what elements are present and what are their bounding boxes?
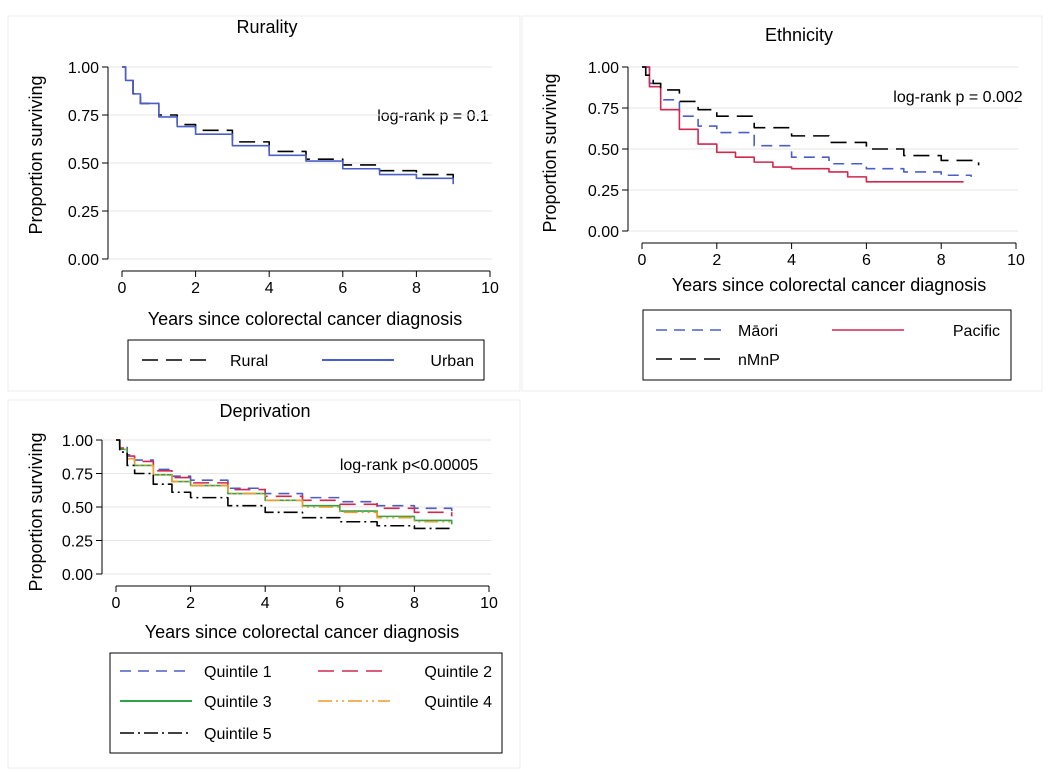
ethnicity-title: Ethnicity xyxy=(765,25,833,45)
deprivation-y-ticks: 0.00 0.25 0.50 0.75 1.00 xyxy=(62,433,103,584)
rurality-x-tick-label: 2 xyxy=(191,280,200,297)
deprivation-x-ticks: 0 2 4 6 8 10 xyxy=(112,585,498,612)
rurality-logrank-annotation: log-rank p = 0.1 xyxy=(377,108,489,125)
rurality-series-rural xyxy=(122,66,454,179)
deprivation-legend-label-quintile-3: Quintile 3 xyxy=(204,694,272,711)
ethnicity-y-tick-label: 0.25 xyxy=(588,183,619,200)
rurality-grid xyxy=(108,66,492,260)
deprivation-x-tick-label: 8 xyxy=(410,595,419,612)
deprivation-panel-frame xyxy=(7,399,521,769)
deprivation-panel: Deprivation log-rank p<0.00005 Proportio… xyxy=(26,401,503,754)
ethnicity-legend-box xyxy=(642,309,1012,381)
rurality-y-tick-label: 0.00 xyxy=(68,252,99,269)
rurality-ylabel: Proportion surviving xyxy=(26,75,46,234)
ethnicity-series-pacific xyxy=(642,66,964,183)
deprivation-y-tick-label: 0.25 xyxy=(62,534,93,551)
rurality-x-tick-label: 6 xyxy=(338,280,347,297)
ethnicity-logrank-annotation: log-rank p = 0.002 xyxy=(893,89,1023,106)
deprivation-xlabel: Years since colorectal cancer diagnosis xyxy=(145,622,460,642)
deprivation-series xyxy=(116,439,453,530)
ethnicity-y-tick-label: 1.00 xyxy=(588,60,619,77)
rurality-x-tick-label: 0 xyxy=(118,280,127,297)
deprivation-ylabel: Proportion surviving xyxy=(26,432,46,591)
rurality-y-tick-label: 0.75 xyxy=(68,108,99,125)
rurality-legend-box xyxy=(127,339,485,381)
ethnicity-x-tick-label: 10 xyxy=(1007,252,1025,269)
deprivation-series-quintile-2 xyxy=(116,439,453,517)
ethnicity-y-tick-label: 0.75 xyxy=(588,101,619,118)
rurality-y-tick-label: 0.50 xyxy=(68,156,99,173)
ethnicity-panel: Ethnicity log-rank p = 0.002 Proportion … xyxy=(540,25,1025,381)
ethnicity-x-tick-label: 2 xyxy=(712,252,721,269)
ethnicity-x-tick-label: 8 xyxy=(937,252,946,269)
rurality-panel: Rurality log-rank p = 0.1 Proportion sur… xyxy=(26,17,499,381)
rurality-title: Rurality xyxy=(236,17,297,37)
ethnicity-xlabel: Years since colorectal cancer diagnosis xyxy=(672,275,987,295)
rurality-y-ticks: 0.00 0.25 0.50 0.75 1.00 xyxy=(68,60,109,269)
ethnicity-series-nmnp xyxy=(642,66,980,166)
rurality-panel-frame xyxy=(7,15,521,392)
ethnicity-y-ticks: 0.00 0.25 0.50 0.75 1.00 xyxy=(588,60,629,241)
deprivation-y-tick-label: 0.50 xyxy=(62,500,93,517)
deprivation-series-quintile-4 xyxy=(116,439,453,525)
rurality-x-tick-label: 4 xyxy=(265,280,274,297)
ethnicity-legend-label-nmnp: nMnP xyxy=(738,352,780,369)
rurality-x-tick-label: 10 xyxy=(481,280,499,297)
deprivation-x-tick-label: 10 xyxy=(480,595,498,612)
rurality-legend-label-rural: Rural xyxy=(230,353,268,370)
ethnicity-y-tick-label: 0.50 xyxy=(588,142,619,159)
deprivation-x-tick-label: 4 xyxy=(261,595,270,612)
deprivation-legend-label-quintile-1: Quintile 1 xyxy=(204,664,272,681)
ethnicity-legend-label-pacific: Pacific xyxy=(953,323,1000,340)
ethnicity-y-tick-label: 0.00 xyxy=(588,224,619,241)
deprivation-y-tick-label: 0.75 xyxy=(62,467,93,484)
rurality-series xyxy=(122,66,454,185)
deprivation-legend-label-quintile-4: Quintile 4 xyxy=(424,694,492,711)
ethnicity-x-tick-label: 0 xyxy=(638,252,647,269)
rurality-legend-label-urban: Urban xyxy=(430,353,474,370)
ethnicity-legend-label-maori: Māori xyxy=(738,323,778,340)
deprivation-logrank-annotation: log-rank p<0.00005 xyxy=(340,457,478,474)
ethnicity-panel-frame xyxy=(521,15,1043,392)
rurality-series-urban xyxy=(122,66,454,185)
rurality-y-tick-label: 1.00 xyxy=(68,60,99,77)
ethnicity-x-tick-label: 6 xyxy=(862,252,871,269)
deprivation-x-tick-label: 0 xyxy=(112,595,121,612)
ethnicity-grid xyxy=(628,66,1018,232)
rurality-xlabel: Years since colorectal cancer diagnosis xyxy=(148,309,463,329)
deprivation-x-tick-label: 2 xyxy=(186,595,195,612)
deprivation-legend-label-quintile-2: Quintile 2 xyxy=(424,664,492,681)
ethnicity-x-tick-label: 4 xyxy=(787,252,796,269)
ethnicity-series-maori xyxy=(642,66,972,177)
deprivation-legend-label-quintile-5: Quintile 5 xyxy=(204,726,272,743)
ethnicity-ylabel: Proportion surviving xyxy=(540,73,560,232)
rurality-x-ticks: 0 2 4 6 8 10 xyxy=(118,270,499,297)
deprivation-series-quintile-5 xyxy=(116,439,453,530)
rurality-y-tick-label: 0.25 xyxy=(68,204,99,221)
deprivation-grid xyxy=(102,439,491,575)
deprivation-y-tick-label: 0.00 xyxy=(62,567,93,584)
deprivation-x-tick-label: 6 xyxy=(335,595,344,612)
ethnicity-x-ticks: 0 2 4 6 8 10 xyxy=(638,242,1025,269)
ethnicity-series xyxy=(642,66,980,183)
deprivation-y-tick-label: 1.00 xyxy=(62,433,93,450)
deprivation-legend-box xyxy=(109,652,503,754)
deprivation-title: Deprivation xyxy=(219,401,310,421)
rurality-x-tick-label: 8 xyxy=(412,280,421,297)
